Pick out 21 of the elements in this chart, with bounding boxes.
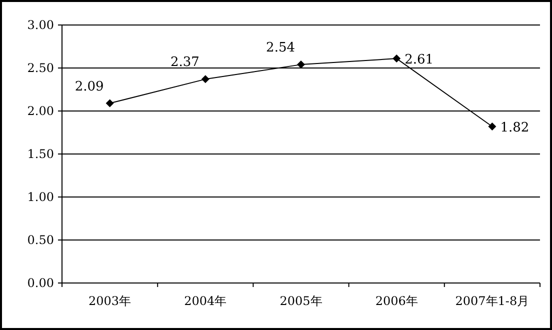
y-tick-label: 1.00 <box>27 190 54 204</box>
data-label: 2.54 <box>266 40 295 56</box>
data-label: 2.61 <box>404 52 434 68</box>
point <box>201 75 210 84</box>
y-tick-label: 2.00 <box>27 104 54 118</box>
x-tick-label: 2007年1-8月 <box>455 294 530 308</box>
point <box>392 54 401 63</box>
y-tick-label: 0.50 <box>27 233 54 247</box>
data-label: 2.09 <box>74 79 104 94</box>
y-tick-label: 1.50 <box>27 147 54 161</box>
x-tick-label: 2004年 <box>184 294 227 308</box>
x-tick-label: 2003年 <box>88 294 132 308</box>
point <box>106 99 114 108</box>
data-label: 1.82 <box>500 120 530 136</box>
y-tick-label: 2.50 <box>27 61 54 75</box>
y-tick-label: 0.00 <box>27 276 54 290</box>
x-tick-label: 2006年 <box>375 294 418 308</box>
data-label: 2.37 <box>170 55 200 70</box>
x-tick-label: 2005年 <box>280 294 322 308</box>
y-tick-label: 3.00 <box>27 18 54 32</box>
point <box>488 122 496 130</box>
